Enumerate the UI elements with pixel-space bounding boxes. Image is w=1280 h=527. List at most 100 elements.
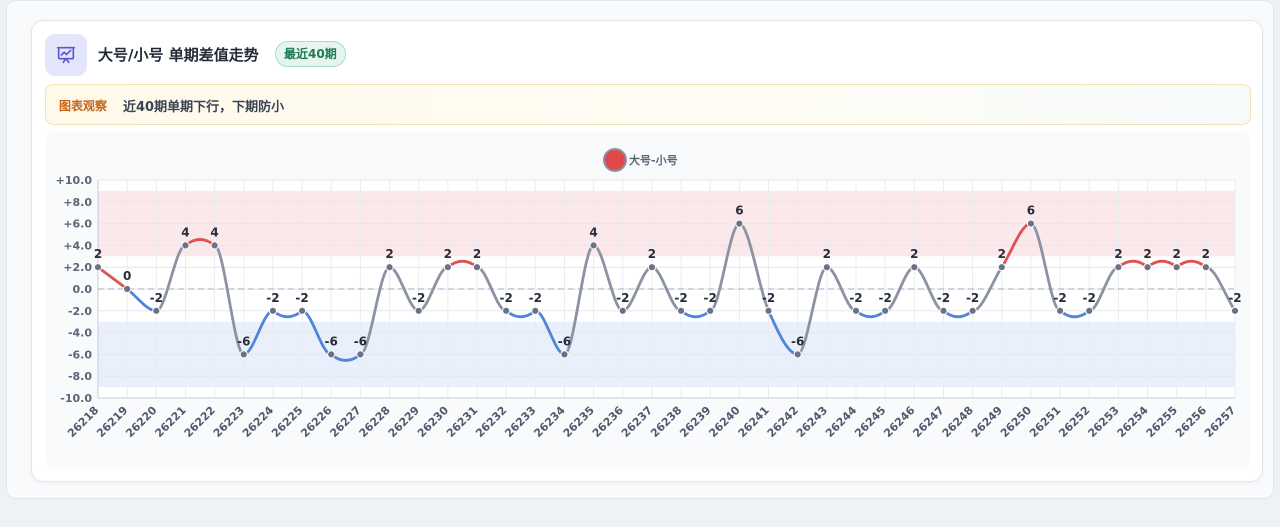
x-tick-label: 26254 [1115, 404, 1151, 440]
data-label: -2 [616, 291, 629, 305]
page-container: 大号/小号 单期差值走势 最近40期 图表观察 近40期单期下行，下期防小 +1… [6, 0, 1274, 499]
data-point [676, 306, 686, 315]
x-tick-label: 26229 [386, 404, 422, 440]
presentation-chart-icon [45, 34, 87, 76]
data-label: 6 [735, 204, 743, 218]
data-point [910, 263, 919, 272]
data-label: -6 [237, 334, 250, 348]
data-point [647, 263, 657, 272]
x-tick-label: 26226 [298, 404, 334, 440]
x-tick-label: 26236 [590, 404, 626, 440]
data-label: 2 [94, 247, 102, 261]
data-label: -2 [966, 291, 979, 305]
x-tick-label: 26246 [881, 404, 917, 440]
period-badge: 最近40期 [275, 41, 346, 67]
x-tick-label: 26245 [852, 404, 888, 440]
x-tick-label: 26256 [1173, 404, 1209, 440]
data-point [851, 306, 861, 315]
data-point [822, 263, 831, 272]
chart-area: +10.0 +8.0 +6.0 +4.0 +2.0 0.0 -2.0 -4.0 -6.0 -8.0… [45, 132, 1251, 469]
x-tick-label: 26240 [706, 404, 742, 440]
x-tick-label: 26257 [1202, 404, 1238, 440]
data-label: -2 [849, 291, 862, 305]
chart-title: 大号/小号 单期差值走势 [98, 46, 259, 64]
x-tick-label: 26253 [1085, 404, 1121, 440]
y-tick-label: -6.0 [68, 348, 92, 361]
data-label: -6 [325, 334, 338, 348]
data-point [472, 263, 482, 272]
data-label: 4 [181, 225, 189, 239]
series-line-segment [708, 222, 741, 313]
data-label: 2 [385, 247, 393, 261]
series-line-segment [358, 265, 391, 356]
x-tick-label: 26237 [619, 404, 655, 440]
data-point [589, 241, 598, 250]
y-tick-label: 0.0 [73, 283, 93, 296]
data-label: -2 [266, 291, 279, 305]
data-label: 2 [1173, 247, 1181, 261]
data-point [123, 284, 132, 294]
x-tick-label: 26238 [648, 404, 684, 440]
data-label: 2 [998, 247, 1006, 261]
y-tick-label: +4.0 [63, 239, 92, 252]
y-tick-label: -10.0 [60, 392, 92, 405]
x-tick-label: 26233 [502, 404, 538, 440]
data-point [181, 241, 190, 250]
x-tick-label: 26251 [1027, 404, 1063, 440]
data-label: -2 [1053, 291, 1066, 305]
line-chart: +10.0 +8.0 +6.0 +4.0 +2.0 0.0 -2.0 -4.0 -6.0 -8.0… [56, 148, 1242, 440]
data-point [793, 350, 802, 359]
x-tick-label: 26224 [240, 404, 276, 440]
data-label: 2 [444, 247, 452, 261]
observation-label: 图表观察 [59, 99, 108, 113]
y-tick-label: +10.0 [56, 174, 93, 187]
x-tick-label: 26228 [357, 404, 393, 440]
x-tick-label: 26222 [182, 404, 218, 440]
data-label: -2 [878, 291, 891, 305]
data-point [502, 306, 511, 315]
data-point [618, 306, 627, 315]
x-tick-label: 26220 [123, 404, 159, 440]
data-point [414, 306, 423, 315]
x-tick-label: 26234 [531, 404, 567, 440]
data-point [297, 306, 307, 315]
data-point [356, 350, 365, 359]
data-point [385, 263, 394, 272]
x-tick-label: 26255 [1144, 404, 1180, 440]
data-label: 2 [823, 247, 831, 261]
data-label: 2 [1143, 247, 1151, 261]
y-tick-label: +2.0 [63, 261, 92, 274]
data-label: -2 [762, 291, 775, 305]
y-tick-label: +6.0 [63, 218, 92, 231]
data-point [1230, 306, 1240, 315]
x-tick-label: 26241 [736, 404, 772, 440]
data-point [997, 263, 1006, 272]
data-point [560, 350, 569, 359]
data-point [1085, 306, 1094, 315]
data-label: 4 [210, 225, 218, 239]
data-label: -2 [674, 291, 687, 305]
data-label: -6 [558, 334, 571, 348]
data-label: 2 [473, 247, 481, 261]
data-point [443, 263, 452, 272]
data-point [764, 306, 773, 315]
data-point [268, 306, 278, 315]
data-label: 2 [1114, 247, 1122, 261]
x-tick-label: 26223 [211, 404, 247, 440]
data-point [881, 306, 890, 315]
data-point [735, 219, 744, 228]
data-label: -2 [704, 291, 717, 305]
observation-text: 近40期单期下行，下期防小 [123, 100, 285, 115]
observation-panel: 图表观察 近40期单期下行，下期防小 [45, 84, 1251, 125]
legend-swatch [603, 148, 627, 172]
data-label: 0 [123, 269, 131, 283]
y-tick-label: -2.0 [68, 305, 92, 318]
series-line-segment [563, 244, 596, 356]
chart-card: 大号/小号 单期差值走势 最近40期 图表观察 近40期单期下行，下期防小 +1… [31, 20, 1263, 482]
data-label: -2 [412, 291, 425, 305]
data-point [93, 263, 103, 272]
x-tick-label: 26232 [473, 404, 509, 440]
x-tick-label: 26218 [65, 404, 101, 440]
data-label: 4 [589, 225, 597, 239]
x-tick-label: 26239 [677, 404, 713, 440]
